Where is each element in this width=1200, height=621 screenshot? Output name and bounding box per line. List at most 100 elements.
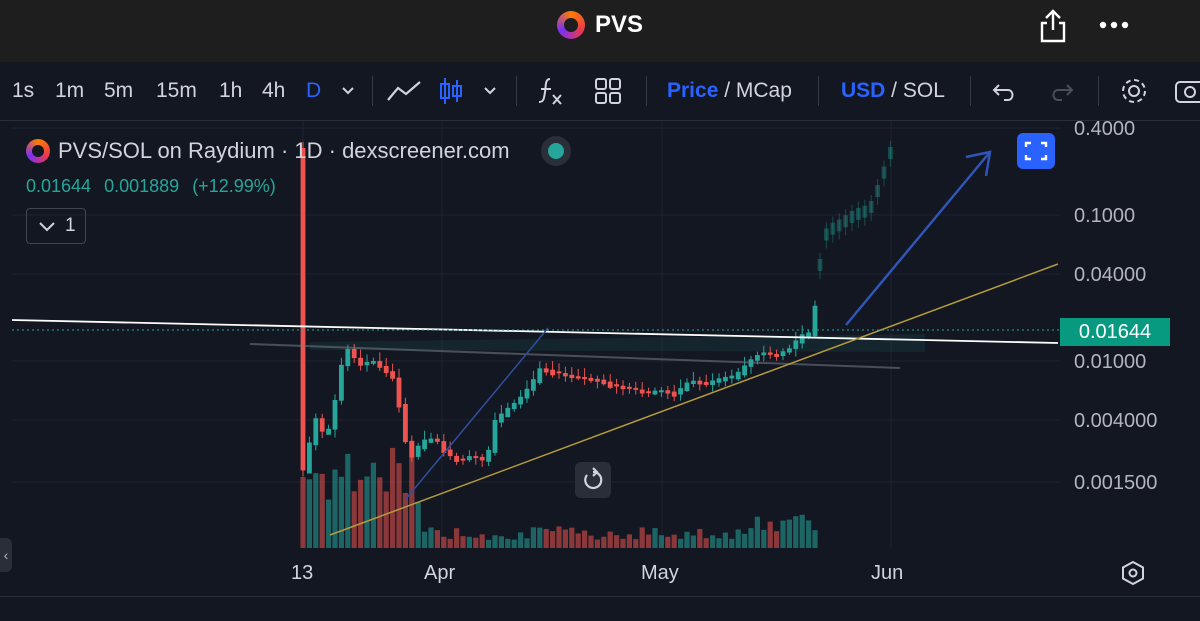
interval-d[interactable]: D bbox=[306, 79, 322, 102]
candle-body bbox=[817, 259, 823, 271]
candle-body bbox=[799, 334, 805, 344]
interval-1s[interactable]: 1s bbox=[12, 79, 35, 102]
candle-body bbox=[787, 348, 792, 353]
volume-bar bbox=[575, 533, 581, 548]
candle-body bbox=[524, 388, 530, 399]
volume-bar bbox=[556, 526, 562, 548]
chart-settings-button[interactable] bbox=[1118, 62, 1150, 120]
volume-bar bbox=[300, 476, 306, 548]
currency-toggle[interactable]: USD / SOL bbox=[841, 62, 945, 120]
ellipsis-icon bbox=[1099, 21, 1129, 29]
price-option[interactable]: Price bbox=[667, 79, 719, 102]
volume-bar bbox=[473, 537, 479, 548]
line-chart-icon bbox=[387, 81, 421, 101]
side-panel-toggle[interactable]: ‹ bbox=[0, 538, 12, 572]
line-chart-button[interactable] bbox=[386, 62, 422, 120]
more-options-button[interactable] bbox=[1096, 12, 1132, 38]
candle-body bbox=[729, 375, 735, 379]
projection-arrow-1 bbox=[404, 327, 549, 501]
chart-canvas[interactable] bbox=[0, 121, 1200, 620]
reset-chart-button[interactable] bbox=[575, 462, 611, 498]
candle-body bbox=[843, 215, 848, 228]
reset-icon bbox=[584, 467, 603, 490]
candle-body bbox=[454, 455, 459, 462]
current-price-tag: 0.01644 bbox=[1060, 318, 1170, 346]
chart-legend-title: PVS/SOL on Raydium · 1D · dexscreener.co… bbox=[26, 138, 564, 164]
interval-4h[interactable]: 4h bbox=[262, 79, 286, 102]
price-chart[interactable] bbox=[0, 121, 1200, 620]
volume-bar bbox=[665, 536, 671, 548]
interval-1h[interactable]: 1h bbox=[219, 79, 243, 102]
share-icon bbox=[1040, 9, 1066, 43]
candle-body bbox=[345, 349, 351, 367]
volume-bar bbox=[748, 528, 754, 548]
volume-bar bbox=[332, 469, 338, 548]
volume-bar bbox=[479, 534, 485, 548]
volume-bar bbox=[735, 529, 741, 548]
volume-bar bbox=[498, 536, 504, 548]
candle-body bbox=[313, 418, 319, 446]
interval-5m[interactable]: 5m bbox=[104, 79, 134, 102]
interval-dropdown-button[interactable] bbox=[340, 62, 356, 120]
volume-bar bbox=[774, 531, 780, 548]
layouts-button[interactable] bbox=[594, 62, 622, 120]
volume-bar bbox=[569, 527, 575, 548]
candle-body bbox=[824, 228, 829, 241]
indicator-collapse-button[interactable]: 1 bbox=[26, 208, 86, 244]
candle-body bbox=[703, 381, 709, 385]
candle-body bbox=[550, 369, 555, 376]
camera-icon bbox=[1175, 81, 1200, 103]
volume-bar bbox=[550, 531, 556, 548]
chart-type-dropdown-button[interactable] bbox=[482, 62, 498, 120]
redo-icon bbox=[1052, 84, 1074, 101]
candle-body bbox=[684, 382, 690, 392]
volume-bar bbox=[530, 527, 536, 548]
mcap-option[interactable]: MCap bbox=[735, 79, 792, 102]
candle-body bbox=[646, 391, 651, 394]
volume-bar bbox=[306, 479, 312, 548]
candle-body bbox=[467, 456, 472, 461]
redo-button[interactable] bbox=[1048, 62, 1076, 120]
candle-body bbox=[755, 355, 760, 361]
candle-body bbox=[511, 402, 517, 410]
volume-bar bbox=[441, 536, 447, 548]
indicators-button[interactable] bbox=[536, 62, 564, 120]
interval-15m[interactable]: 15m bbox=[156, 79, 197, 102]
screenshot-button[interactable] bbox=[1174, 62, 1200, 120]
volume-bar bbox=[434, 530, 440, 548]
price-mcap-toggle[interactable]: Price / MCap bbox=[667, 62, 792, 120]
price-change: 0.001889 bbox=[104, 176, 180, 196]
volume-bar bbox=[338, 476, 344, 548]
candle-body bbox=[780, 351, 786, 357]
candle-body bbox=[601, 379, 607, 385]
candle-body bbox=[582, 377, 587, 380]
volume-bar bbox=[684, 531, 690, 548]
toolbar-divider bbox=[516, 76, 517, 106]
axis-settings-button[interactable] bbox=[1120, 560, 1146, 586]
sol-option[interactable]: SOL bbox=[902, 79, 945, 102]
share-button[interactable] bbox=[1036, 8, 1070, 44]
volume-bar bbox=[364, 476, 370, 548]
candle-body bbox=[607, 381, 613, 388]
arrow-head-icon bbox=[965, 150, 992, 177]
candle-body bbox=[723, 376, 728, 382]
volume-bar bbox=[671, 534, 677, 548]
interval-1m[interactable]: 1m bbox=[55, 79, 85, 102]
projection-arrow-2 bbox=[845, 151, 991, 326]
volume-bar bbox=[562, 529, 568, 548]
candlestick-chart-button[interactable] bbox=[438, 62, 464, 120]
candle-body bbox=[862, 205, 868, 218]
time-axis-label: May bbox=[641, 562, 679, 584]
candle-body bbox=[633, 387, 639, 390]
volume-bar bbox=[633, 539, 639, 548]
undo-button[interactable] bbox=[990, 62, 1018, 120]
candle-body bbox=[735, 371, 741, 380]
volume-bar bbox=[690, 535, 696, 548]
fullscreen-button[interactable] bbox=[1017, 133, 1055, 169]
volume-bar bbox=[607, 531, 613, 548]
volume-bar bbox=[460, 536, 466, 548]
candle-body bbox=[665, 390, 671, 394]
app-title: PVS bbox=[594, 11, 644, 38]
candle-body bbox=[716, 378, 722, 383]
usd-option[interactable]: USD bbox=[841, 79, 886, 102]
